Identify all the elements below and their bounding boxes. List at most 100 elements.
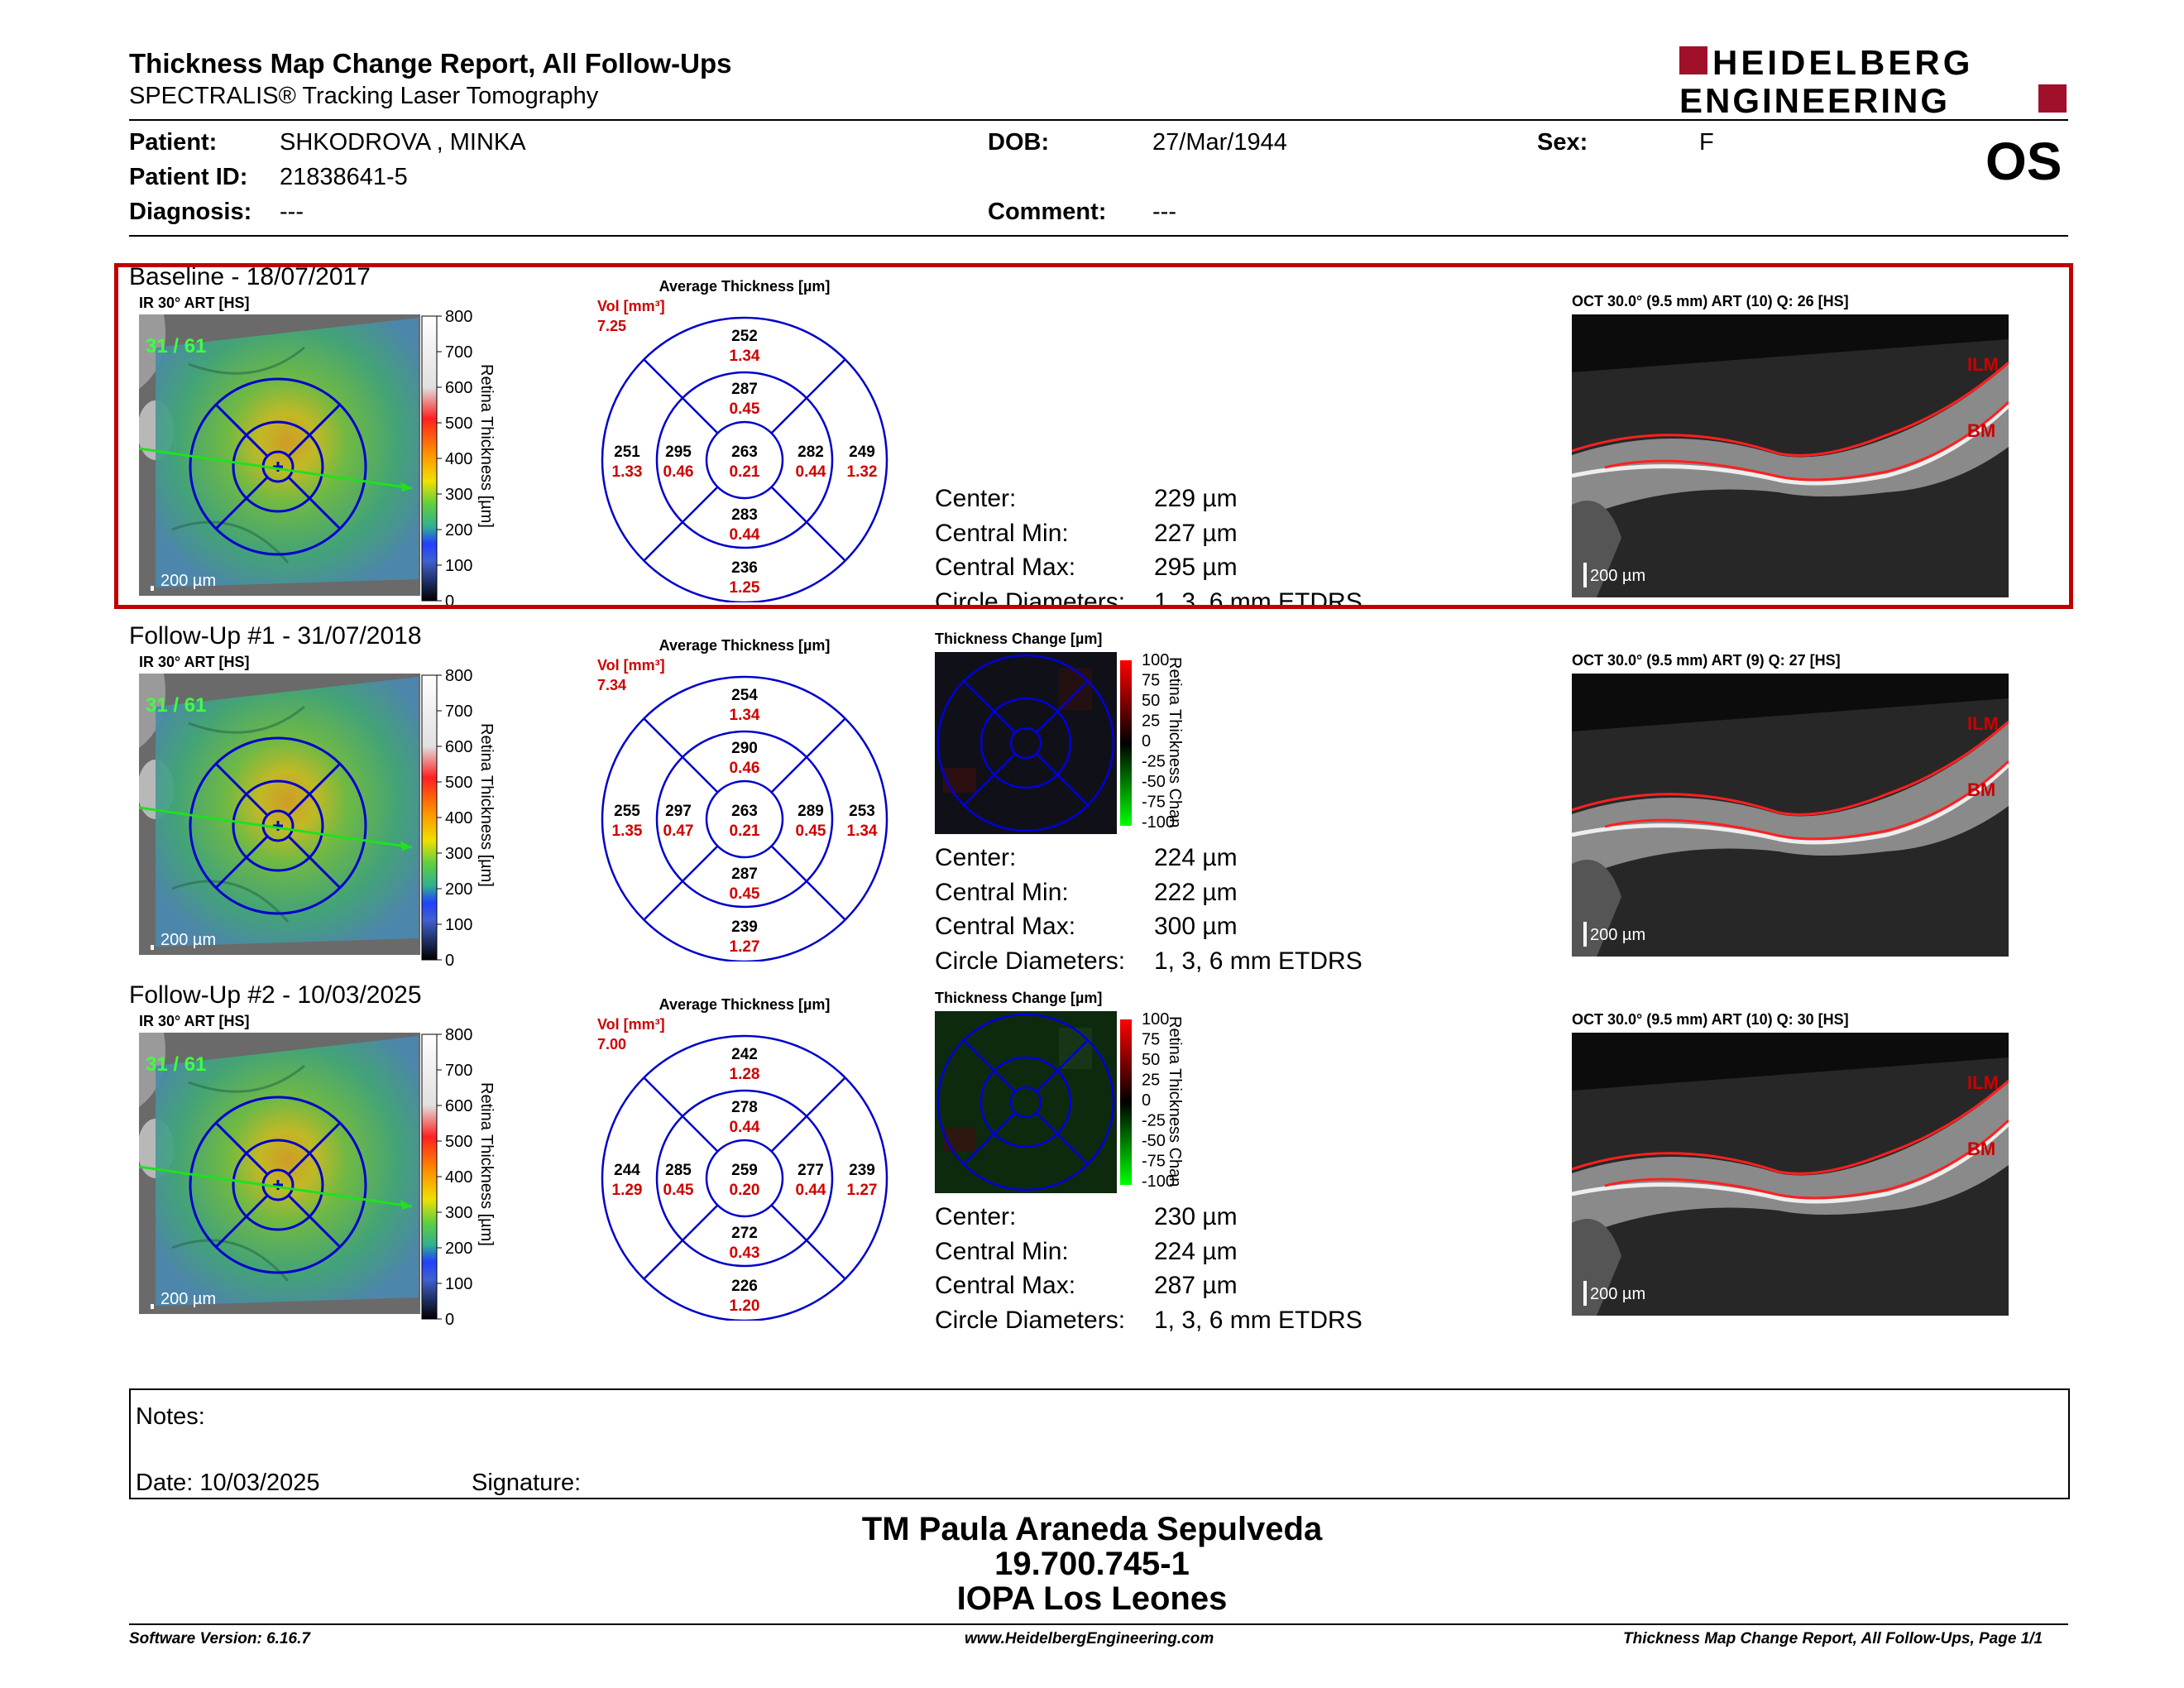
colorbar-tick: 400 xyxy=(445,1168,472,1187)
logo-square-bottom xyxy=(2038,84,2067,113)
etdrs-volume-it: 0.47 xyxy=(663,822,694,840)
oct-bscan-image: ILM BM 200 µm xyxy=(1571,314,2010,597)
etdrs-volume-in: 0.44 xyxy=(796,463,826,481)
volume-label: Vol [mm³] xyxy=(597,657,665,674)
website-link[interactable]: www.HeidelbergEngineering.com xyxy=(965,1630,1214,1647)
stat-value-circle-diameters: 1, 3, 6 mm ETDRS xyxy=(1154,1306,1363,1334)
volume-label: Vol [mm³] xyxy=(597,1016,665,1033)
scan-arrow-icon xyxy=(400,482,412,492)
change-colorbar-title: Retina Thickness Chan xyxy=(1166,1016,1184,1187)
ilm-label: ILM xyxy=(1967,354,1999,375)
stat-value-central-min: 224 µm xyxy=(1154,1237,1238,1265)
thickness-overlay xyxy=(156,318,419,587)
diagnosis-label: Diagnosis: xyxy=(129,199,252,225)
stat-value-center: 224 µm xyxy=(1154,844,1238,871)
etdrs-volume-ot: 1.29 xyxy=(612,1182,643,1199)
scan-line xyxy=(139,1165,413,1208)
change-tick: 50 xyxy=(1142,692,1160,710)
volume-value: 7.34 xyxy=(597,677,626,693)
etdrs-thickness-ot: 251 xyxy=(614,444,640,461)
stat-label-center: Center: xyxy=(935,844,1017,871)
ilm-boundary xyxy=(1571,720,2009,816)
oct-scale-bar xyxy=(1583,1281,1587,1306)
colorbar-gradient xyxy=(421,674,438,961)
change-tick: -50 xyxy=(1142,1132,1166,1150)
ir-thickness-map-image: 31 / 61 200 µm xyxy=(139,1033,420,1314)
etdrs-volume-os: 1.34 xyxy=(730,348,760,365)
etdrs-volume-in: 0.45 xyxy=(796,822,826,840)
colorbar-gradient xyxy=(421,1033,438,1320)
average-thickness-title: Average Thickness [µm] xyxy=(659,278,831,295)
colorbar-tick: 0 xyxy=(445,952,454,970)
colorbar-tick: 200 xyxy=(445,1240,472,1258)
oct-scale-label: 200 µm xyxy=(1590,926,1645,944)
change-colorbar xyxy=(1120,1019,1132,1185)
colorbar-tick: 500 xyxy=(445,415,472,433)
header-divider xyxy=(129,119,2068,121)
dob-label: DOB: xyxy=(988,129,1050,156)
change-map-rings xyxy=(936,1013,1115,1192)
oct-bscan-image: ILM BM 200 µm xyxy=(1571,1033,2010,1316)
notes-label: Notes: xyxy=(136,1403,205,1430)
change-map-rings xyxy=(936,654,1115,832)
oct-scale-label: 200 µm xyxy=(1590,1285,1645,1303)
exam-title: Follow-Up #2 - 10/03/2025 xyxy=(129,981,422,1009)
baseline-highlight-frame xyxy=(114,263,2073,609)
ir-scale-label: 200 µm xyxy=(160,931,216,949)
etdrs-volume-on: 1.34 xyxy=(847,822,878,840)
patient-divider xyxy=(129,235,2068,237)
retina-layers xyxy=(1572,364,2009,521)
stat-label-circle-diameters: Circle Diameters: xyxy=(935,1306,1126,1334)
colorbar-tick: 100 xyxy=(445,916,472,934)
etdrs-volume-oi: 1.27 xyxy=(730,938,760,956)
stat-label-central-max: Central Max: xyxy=(935,1272,1076,1299)
etdrs-thickness-in: 277 xyxy=(797,1162,824,1179)
stat-value-central-min: 222 µm xyxy=(1154,878,1238,906)
etdrs-grid-overlay xyxy=(189,736,367,915)
patient-id-label: Patient ID: xyxy=(129,164,248,190)
frame-counter: 31 / 61 xyxy=(146,694,206,717)
ir-scale-label: 200 µm xyxy=(160,572,216,590)
oct-label: OCT 30.0° (9.5 mm) ART (10) Q: 26 [HS] xyxy=(1572,293,1849,309)
change-colorbar-title: Retina Thickness Chan xyxy=(1166,657,1184,827)
change-tick: -25 xyxy=(1142,753,1166,771)
etdrs-thickness-os: 252 xyxy=(731,328,758,345)
bm-label: BM xyxy=(1967,779,1995,800)
change-tick: -75 xyxy=(1142,794,1166,812)
dob-value: 27/Mar/1944 xyxy=(1152,129,1287,156)
footer-id: 19.700.745-1 xyxy=(994,1546,1190,1582)
change-tick: 100 xyxy=(1142,652,1169,669)
etdrs-thickness-on: 249 xyxy=(849,444,875,461)
colorbar-tick: 500 xyxy=(445,1133,472,1151)
etdrs-volume-c: 0.21 xyxy=(730,822,760,840)
average-thickness-title: Average Thickness [µm] xyxy=(659,996,831,1013)
ilm-label: ILM xyxy=(1967,1072,1999,1093)
etdrs-volume-ii: 0.45 xyxy=(730,885,760,903)
colorbar-tick: 300 xyxy=(445,486,472,504)
etdrs-volume-it: 0.46 xyxy=(663,463,694,481)
ir-scale-bar xyxy=(151,586,154,591)
etdrs-volume-on: 1.32 xyxy=(847,463,878,481)
colorbar-tick: 700 xyxy=(445,1062,472,1080)
etdrs-grid-overlay xyxy=(189,1096,367,1274)
colorbar-tick: 800 xyxy=(445,667,472,685)
etdrs-thickness-chart: Average Thickness [µm] Vol [mm³] 7.25 263 0.… xyxy=(579,271,893,604)
bm-label: BM xyxy=(1967,1139,1995,1159)
etdrs-volume-os: 1.34 xyxy=(730,707,760,724)
scan-arrow-icon xyxy=(400,841,412,851)
etdrs-volume-oi: 1.25 xyxy=(730,579,760,597)
retina-layers xyxy=(1572,723,2009,880)
etdrs-volume-c: 0.20 xyxy=(730,1182,760,1199)
colorbar-title: Retina Thickness [µm] xyxy=(477,364,496,528)
etdrs-thickness-oi: 239 xyxy=(731,918,758,936)
comment-label: Comment: xyxy=(988,199,1107,225)
signature-label: Signature: xyxy=(472,1470,582,1496)
ir-scale-bar xyxy=(151,945,154,950)
stat-label-circle-diameters: Circle Diameters: xyxy=(935,947,1126,975)
patient-name: SHKODROVA , MINKA xyxy=(280,129,526,156)
patient-label: Patient: xyxy=(129,129,218,156)
stat-value-central-max: 300 µm xyxy=(1154,913,1238,940)
etdrs-thickness-c: 259 xyxy=(731,1162,758,1179)
change-tick: -25 xyxy=(1142,1112,1166,1130)
stat-value-circle-diameters: 1, 3, 6 mm ETDRS xyxy=(1154,587,1363,607)
